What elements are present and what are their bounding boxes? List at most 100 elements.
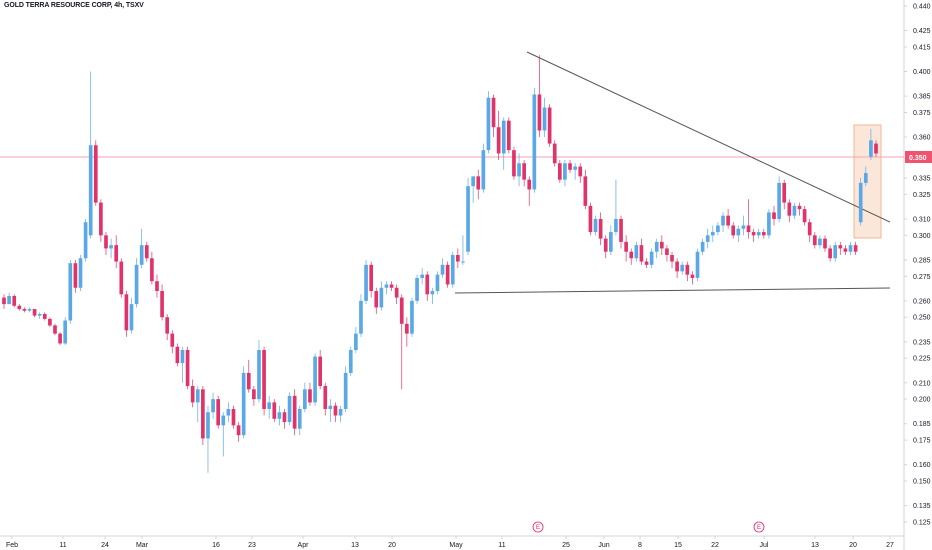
candle[interactable]: [792, 202, 797, 219]
candle[interactable]: [659, 235, 664, 255]
candle[interactable]: [7, 292, 11, 305]
candle[interactable]: [73, 259, 78, 293]
candle[interactable]: [277, 405, 282, 426]
candle[interactable]: [303, 382, 307, 413]
candle[interactable]: [144, 241, 149, 262]
candle[interactable]: [680, 261, 685, 275]
candle[interactable]: [767, 209, 771, 239]
candle[interactable]: [741, 215, 746, 236]
upper-trendline[interactable]: [526, 51, 891, 223]
candle[interactable]: [496, 110, 501, 160]
candle[interactable]: [690, 271, 695, 285]
candle[interactable]: [552, 140, 557, 167]
candle[interactable]: [619, 215, 623, 249]
candle[interactable]: [761, 228, 766, 239]
candle[interactable]: [512, 146, 516, 180]
candle[interactable]: [507, 117, 511, 154]
candle[interactable]: [634, 241, 639, 262]
candle[interactable]: [598, 212, 603, 246]
candle[interactable]: [797, 202, 802, 216]
candle[interactable]: [58, 331, 62, 346]
candle[interactable]: [308, 382, 312, 406]
candle[interactable]: [573, 163, 577, 180]
candle[interactable]: [185, 346, 190, 390]
candle[interactable]: [716, 222, 720, 236]
candle[interactable]: [267, 395, 272, 419]
candle[interactable]: [721, 212, 725, 233]
candle[interactable]: [568, 159, 572, 174]
earnings-marker-2[interactable]: E: [753, 521, 765, 533]
candle[interactable]: [471, 176, 475, 203]
candle[interactable]: [165, 313, 170, 341]
candle[interactable]: [27, 307, 32, 313]
candle[interactable]: [736, 225, 741, 242]
candle[interactable]: [563, 159, 567, 187]
candle[interactable]: [313, 353, 317, 406]
candle[interactable]: [338, 405, 343, 423]
candle[interactable]: [639, 238, 644, 265]
candle[interactable]: [874, 140, 878, 157]
candle[interactable]: [109, 238, 113, 259]
candle[interactable]: [139, 228, 144, 269]
candle[interactable]: [772, 205, 776, 226]
candle[interactable]: [746, 199, 751, 239]
candle[interactable]: [644, 258, 649, 269]
candle[interactable]: [99, 199, 103, 242]
candle[interactable]: [364, 259, 368, 305]
candle[interactable]: [333, 402, 338, 423]
candle[interactable]: [134, 258, 139, 308]
candle[interactable]: [848, 241, 853, 255]
candle[interactable]: [252, 386, 256, 406]
candle[interactable]: [262, 346, 266, 416]
candle[interactable]: [450, 251, 455, 288]
candle[interactable]: [838, 241, 843, 255]
candle[interactable]: [384, 281, 389, 295]
candle[interactable]: [593, 215, 598, 236]
candle[interactable]: [547, 104, 552, 147]
candle[interactable]: [83, 218, 88, 262]
candle[interactable]: [415, 274, 419, 305]
candle[interactable]: [323, 382, 328, 416]
candle[interactable]: [231, 405, 236, 429]
candle[interactable]: [858, 178, 863, 226]
candle[interactable]: [379, 281, 384, 311]
candle[interactable]: [124, 291, 129, 337]
candle[interactable]: [150, 251, 154, 285]
candle[interactable]: [430, 287, 435, 305]
candle[interactable]: [527, 176, 532, 206]
candle[interactable]: [726, 209, 730, 229]
candle[interactable]: [603, 235, 608, 259]
candle[interactable]: [93, 140, 98, 206]
candle[interactable]: [583, 169, 588, 210]
candle[interactable]: [190, 379, 195, 408]
candle[interactable]: [782, 179, 787, 210]
candle[interactable]: [807, 218, 812, 242]
candle[interactable]: [175, 343, 180, 367]
candle[interactable]: [241, 366, 246, 439]
candle[interactable]: [812, 232, 817, 249]
candle[interactable]: [195, 386, 200, 423]
candle[interactable]: [405, 317, 409, 347]
candle[interactable]: [216, 395, 221, 429]
candle[interactable]: [63, 317, 68, 346]
candle[interactable]: [608, 225, 613, 255]
candle[interactable]: [700, 238, 705, 255]
candle[interactable]: [481, 143, 486, 193]
candle[interactable]: [456, 248, 460, 269]
candle[interactable]: [170, 330, 175, 354]
candle[interactable]: [695, 248, 700, 282]
candle[interactable]: [328, 399, 333, 423]
candle[interactable]: [420, 268, 424, 285]
candle[interactable]: [399, 294, 404, 390]
candle[interactable]: [354, 327, 358, 354]
candle[interactable]: [129, 297, 134, 334]
candle[interactable]: [236, 422, 241, 442]
candle[interactable]: [751, 228, 756, 242]
candle[interactable]: [32, 309, 37, 318]
candle[interactable]: [624, 235, 628, 262]
candle[interactable]: [292, 389, 297, 436]
candle[interactable]: [522, 159, 526, 187]
candle[interactable]: [48, 317, 52, 328]
